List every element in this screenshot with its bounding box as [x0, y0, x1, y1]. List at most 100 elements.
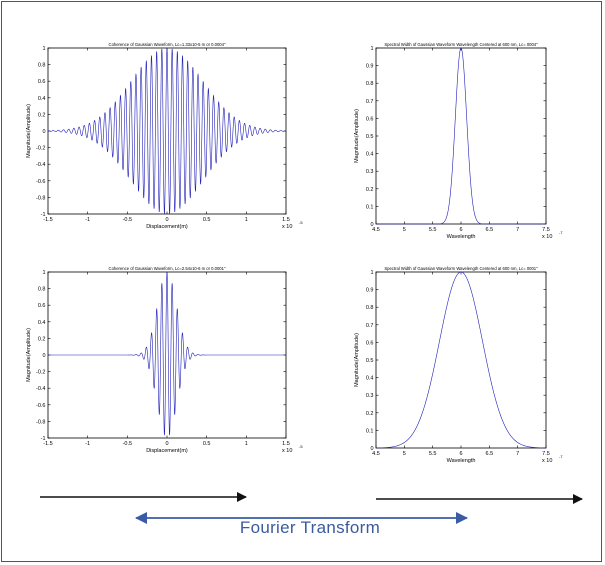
x-axis-label: Wavelength — [447, 234, 476, 240]
x-tick-label: 0 — [165, 217, 168, 223]
x-tick-label: 5.5 — [429, 451, 437, 457]
y-tick-label: 1 — [42, 270, 45, 276]
y-tick-label: 0 — [42, 353, 45, 359]
x-tick-label: 1.5 — [282, 217, 290, 223]
chart-title: Spectral Width of Gaussian Waveform Wave… — [384, 266, 538, 271]
x-exponent: x 10 — [542, 234, 552, 240]
x-axis-label: Displacement(m) — [146, 448, 188, 454]
x-axis-label: Wavelength — [447, 458, 476, 464]
x-tick-label: 7.5 — [542, 451, 550, 457]
x-tick-label: 7.5 — [542, 227, 550, 233]
x-exponent-power: -5 — [299, 444, 303, 449]
x-tick-label: 7 — [516, 451, 519, 457]
y-tick-label: 0.4 — [38, 320, 46, 326]
x-tick-label: -1 — [85, 217, 90, 223]
x-tick-label: 0 — [165, 441, 168, 447]
y-tick-label: 0.6 — [38, 79, 46, 85]
y-axis-label: Magnitude(Amplitude) — [354, 333, 360, 387]
chart-spectral-top: Spectral Width of Gaussian Waveform Wave… — [354, 42, 563, 240]
y-tick-label: 0.3 — [366, 169, 374, 175]
x-tick-label: 7 — [516, 227, 519, 233]
x-tick-label: 1 — [245, 217, 248, 223]
x-tick-label: 4.5 — [372, 451, 380, 457]
y-tick-label: 0.2 — [366, 187, 374, 193]
y-tick-label: 1 — [370, 46, 373, 52]
y-tick-label: -0.4 — [36, 386, 45, 392]
y-tick-label: 0.8 — [366, 81, 374, 87]
chart-title: Coherence of Gaussian Waveform, Lc=1.33x… — [109, 42, 226, 47]
x-tick-label: -0.5 — [123, 217, 132, 223]
y-tick-label: 0.2 — [38, 112, 46, 118]
x-tick-label: 6.5 — [486, 451, 494, 457]
fourier-transform-label: Fourier Transform — [239, 518, 381, 537]
plot-area — [375, 47, 547, 225]
y-tick-label: -0.2 — [36, 370, 45, 376]
y-tick-label: -0.8 — [36, 419, 45, 425]
x-tick-label: -1 — [85, 441, 90, 447]
y-tick-label: -1 — [41, 212, 46, 218]
y-tick-label: 0.5 — [366, 358, 374, 364]
x-axis-label: Displacement(m) — [146, 224, 188, 230]
y-tick-label: 0.9 — [366, 288, 374, 294]
series-line — [375, 271, 547, 449]
y-tick-label: -0.6 — [36, 403, 45, 409]
y-tick-label: 0.2 — [38, 336, 46, 342]
y-tick-label: 0.3 — [366, 393, 374, 399]
y-axis-label: Magnitude(Amplitude) — [354, 109, 360, 163]
y-tick-label: 1 — [370, 270, 373, 276]
x-tick-label: 5 — [403, 451, 406, 457]
y-tick-label: 0 — [370, 222, 373, 228]
y-tick-label: -0.6 — [36, 179, 45, 185]
x-tick-label: -1.5 — [43, 441, 52, 447]
x-exponent-power: -7 — [559, 230, 563, 235]
y-tick-label: 0.1 — [366, 428, 374, 434]
chart-coherence-top: Coherence of Gaussian Waveform, Lc=1.33x… — [26, 42, 303, 230]
x-exponent-power: -5 — [299, 220, 303, 225]
y-tick-label: 0 — [42, 129, 45, 135]
x-tick-label: 1 — [245, 441, 248, 447]
x-tick-label: 4.5 — [372, 227, 380, 233]
x-tick-label: -1.5 — [43, 217, 52, 223]
x-exponent: x 10 — [282, 448, 292, 454]
x-tick-label: 6 — [459, 451, 462, 457]
y-tick-label: 0.2 — [366, 411, 374, 417]
x-tick-label: 1.5 — [282, 441, 290, 447]
chart-title: Spectral Width of Gaussian Waveform Wave… — [384, 42, 538, 47]
x-tick-label: 6.5 — [486, 227, 494, 233]
y-tick-label: -0.8 — [36, 195, 45, 201]
series-line — [376, 47, 546, 225]
y-tick-label: 0.7 — [366, 99, 374, 105]
y-tick-label: 0 — [370, 446, 373, 452]
y-tick-label: 0.4 — [366, 152, 374, 158]
y-tick-label: 0.9 — [366, 64, 374, 70]
y-tick-label: -0.2 — [36, 146, 45, 152]
y-tick-label: 1 — [42, 46, 45, 52]
series-line — [48, 47, 286, 215]
chart-coherence-bottom: Coherence of Gaussian Waveform, Lc=2.54x… — [26, 266, 303, 454]
x-exponent: x 10 — [542, 458, 552, 464]
x-tick-label: -0.5 — [123, 441, 132, 447]
x-tick-label: 0.5 — [203, 217, 211, 223]
x-tick-label: 6 — [459, 227, 462, 233]
y-tick-label: 0.8 — [38, 63, 46, 69]
y-tick-label: 0.1 — [366, 204, 374, 210]
y-tick-label: 0.4 — [38, 96, 46, 102]
series-line — [48, 271, 286, 436]
x-tick-label: 5 — [403, 227, 406, 233]
x-exponent-power: -7 — [559, 454, 563, 459]
y-tick-label: 0.6 — [366, 116, 374, 122]
y-tick-label: -1 — [41, 436, 46, 442]
y-tick-label: 0.6 — [366, 340, 374, 346]
x-exponent: x 10 — [282, 224, 292, 230]
y-tick-label: 0.5 — [366, 134, 374, 140]
y-tick-label: -0.4 — [36, 162, 45, 168]
y-tick-label: 0.6 — [38, 303, 46, 309]
y-tick-label: 0.4 — [366, 376, 374, 382]
x-tick-label: 5.5 — [429, 227, 437, 233]
y-tick-label: 0.8 — [366, 305, 374, 311]
plot-area — [375, 271, 547, 449]
chart-title: Coherence of Gaussian Waveform, Lc=2.54x… — [109, 266, 226, 271]
chart-spectral-bottom: Spectral Width of Gaussian Waveform Wave… — [354, 266, 563, 464]
